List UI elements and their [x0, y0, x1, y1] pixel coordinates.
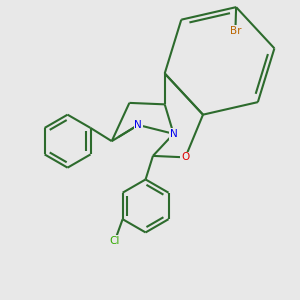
Text: N: N [134, 120, 142, 130]
Text: Br: Br [230, 26, 241, 36]
Text: O: O [181, 152, 190, 162]
Text: Cl: Cl [110, 236, 120, 246]
Text: N: N [170, 129, 177, 139]
